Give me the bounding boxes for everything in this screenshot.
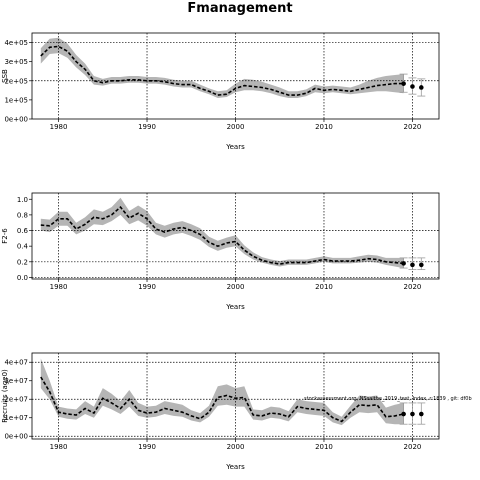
y-tick-label-1: 1e+07 bbox=[4, 414, 28, 422]
y-axis-label: Recruits (age0) bbox=[1, 369, 9, 423]
panels-group: 1980 1990 2000 2010 2020 0e+00 1e+05 2e+05 3e+05… bbox=[1, 32, 440, 471]
x-axis-label: Years bbox=[225, 463, 245, 471]
forecast-point-2 bbox=[419, 262, 424, 268]
x-tick-label-1: 1990 bbox=[138, 443, 156, 451]
estimate-line bbox=[40, 45, 404, 96]
y-tick-label-0: 0.0 bbox=[17, 274, 28, 282]
y-tick-label-3: 0.6 bbox=[17, 227, 29, 235]
confidence-band bbox=[40, 197, 404, 269]
y-tick-label-3: 3e+05 bbox=[4, 58, 28, 66]
x-tick-label-2: 2000 bbox=[227, 443, 245, 451]
forecast-point-1 bbox=[410, 262, 415, 268]
forecast-point-1 bbox=[410, 84, 415, 89]
y-tick-label-3: 3e+07 bbox=[4, 377, 28, 385]
forecast-point-2 bbox=[419, 411, 424, 417]
y-tick-label-0: 0e+00 bbox=[4, 433, 28, 441]
y-tick-label-2: 0.4 bbox=[17, 243, 29, 251]
x-tick-label-0: 1980 bbox=[50, 123, 68, 131]
y-tick-label-5: 1.0 bbox=[17, 196, 28, 204]
y-tick-label-1: 1e+05 bbox=[4, 96, 28, 104]
forecast-point-0 bbox=[401, 411, 406, 417]
estimate-line bbox=[40, 205, 404, 265]
x-tick-label-4: 2020 bbox=[404, 123, 422, 131]
stockassessment-annotation: stockassessment.org, NSsaithe_2019_test,… bbox=[304, 396, 472, 402]
forecast-point-0 bbox=[401, 261, 406, 266]
panel-3: 1980 1990 2000 2010 2020 0e+00 1e+07 2e+07 3e+07… bbox=[1, 352, 440, 471]
x-tick-label-0: 1980 bbox=[50, 283, 68, 291]
x-tick-label-3: 2010 bbox=[315, 443, 333, 451]
x-tick-label-1: 1990 bbox=[138, 123, 156, 131]
panel-1: 1980 1990 2000 2010 2020 0e+00 1e+05 2e+05 3e+05… bbox=[1, 32, 440, 151]
y-tick-label-2: 2e+07 bbox=[4, 396, 28, 404]
confidence-band bbox=[40, 37, 404, 98]
panel-2: 1980 1990 2000 2010 2020 0.0 0.2 0.4 0.6 0.8 1.0 Ye… bbox=[1, 192, 440, 311]
forecast-point-0 bbox=[401, 81, 406, 86]
x-tick-label-1: 1990 bbox=[138, 283, 156, 291]
forecast-point-2 bbox=[419, 85, 424, 90]
x-tick-label-2: 2000 bbox=[227, 283, 245, 291]
y-tick-label-4: 0.8 bbox=[17, 211, 28, 219]
x-tick-label-2: 2000 bbox=[227, 123, 245, 131]
x-axis-label: Years bbox=[225, 143, 245, 151]
x-tick-label-3: 2010 bbox=[315, 123, 333, 131]
y-tick-label-4: 4e+05 bbox=[4, 39, 28, 47]
y-tick-label-0: 0e+00 bbox=[4, 116, 28, 124]
chart-title: Fmanagement bbox=[187, 1, 292, 16]
x-axis-label: Years bbox=[225, 303, 245, 311]
estimate-line bbox=[40, 376, 404, 423]
x-tick-label-3: 2010 bbox=[315, 283, 333, 291]
y-tick-label-4: 4e+07 bbox=[4, 359, 28, 367]
x-tick-label-4: 2020 bbox=[404, 443, 422, 451]
y-tick-label-1: 0.2 bbox=[17, 258, 28, 266]
x-tick-label-0: 1980 bbox=[50, 443, 68, 451]
x-tick-label-4: 2020 bbox=[404, 283, 422, 291]
forecast-point-1 bbox=[410, 411, 415, 417]
y-tick-label-2: 2e+05 bbox=[4, 77, 28, 85]
y-axis-label: F2-6 bbox=[1, 228, 9, 244]
y-axis-label: SSB bbox=[1, 69, 9, 83]
